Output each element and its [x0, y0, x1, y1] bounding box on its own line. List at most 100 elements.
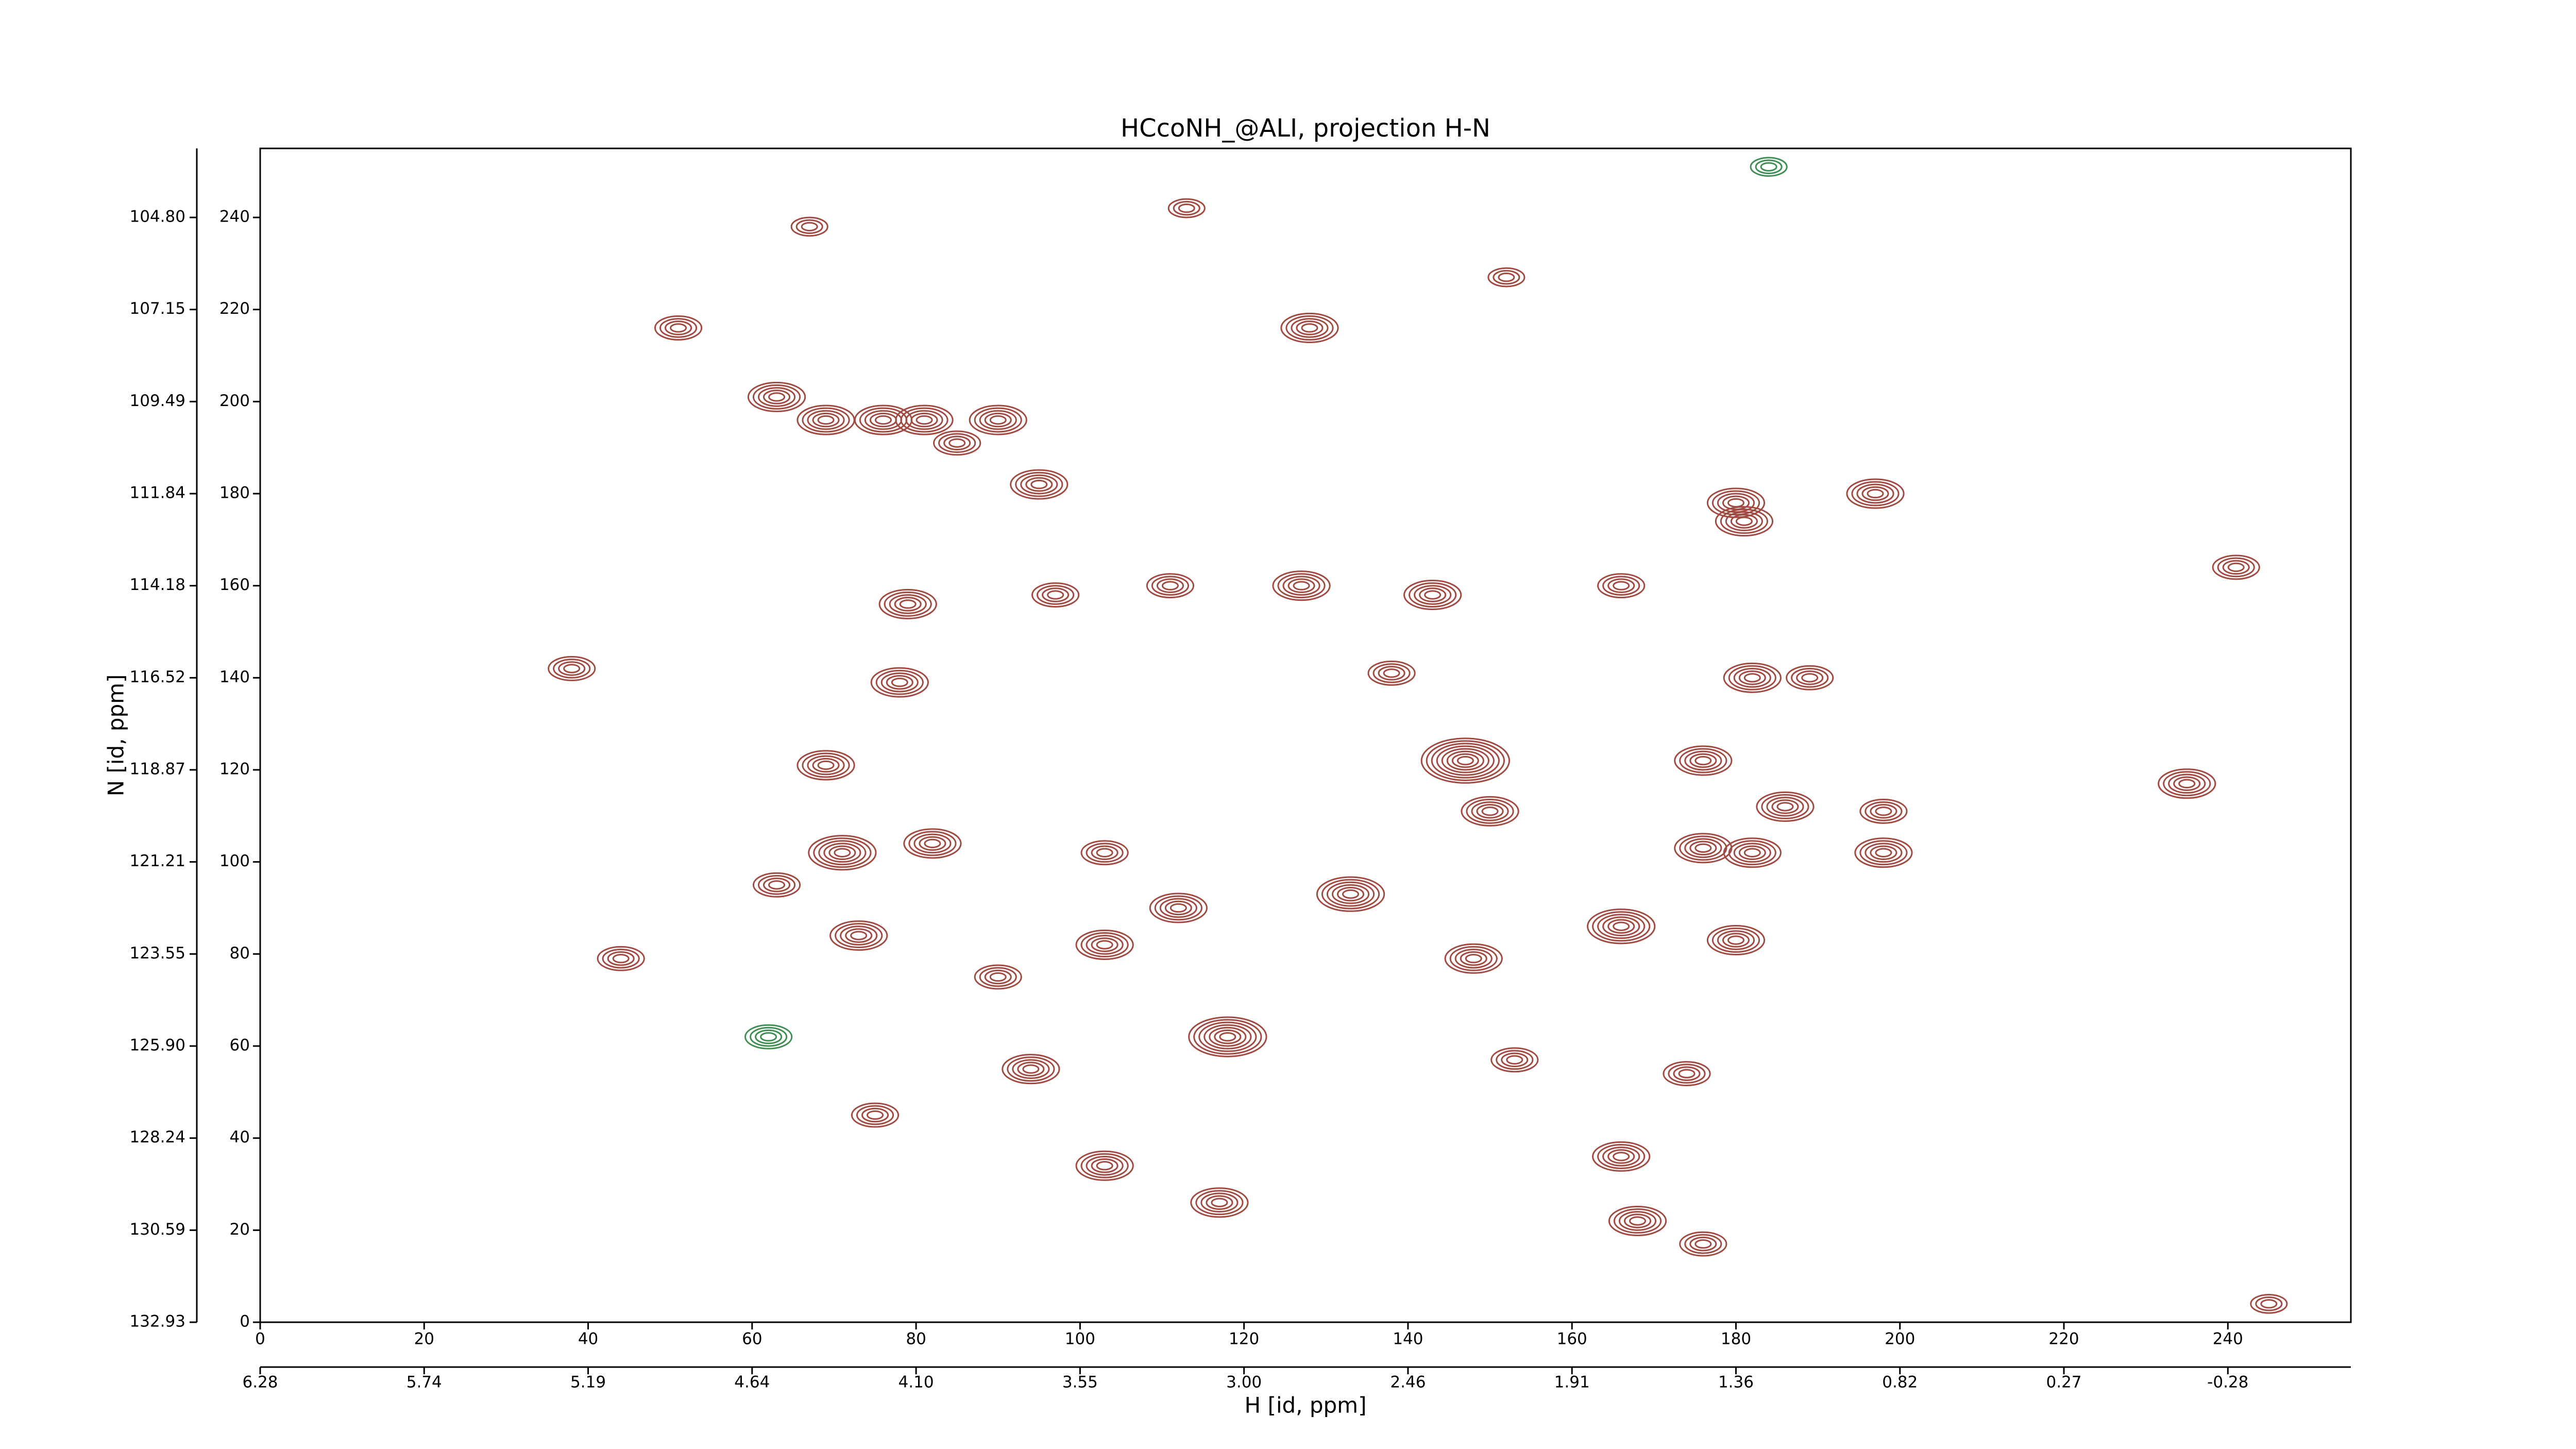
contour-ring [2250, 1293, 2288, 1314]
contour-ring [1711, 490, 1760, 516]
contour-ring [834, 848, 851, 857]
contour-ring [1755, 159, 1783, 174]
contour-ring [563, 664, 581, 673]
contour-ring [861, 1107, 889, 1123]
x2-tick-label: 1.36 [1718, 1373, 1754, 1392]
contour-ring [1613, 1208, 1662, 1234]
y2-tick-label: 107.15 [130, 299, 185, 318]
contour-ring [974, 964, 1022, 990]
contour-ring [1735, 516, 1753, 526]
x2-tick-label: 3.00 [1226, 1373, 1262, 1392]
contour-ring [1496, 1050, 1534, 1070]
contour-ring [1679, 835, 1727, 861]
contour-ring [812, 412, 840, 428]
contour-ring [1613, 1152, 1630, 1161]
x2-tick-label: 6.28 [242, 1373, 278, 1392]
contour-ring [817, 415, 835, 425]
contour-ring [1372, 663, 1411, 683]
contour-ring [1689, 1236, 1717, 1252]
contour-ring [1471, 801, 1509, 821]
contour-ring [1865, 801, 1903, 821]
y2-tick-label: 128.24 [130, 1128, 185, 1147]
contour-ring [2163, 771, 2211, 797]
contour-ring [1717, 930, 1755, 950]
contour-ring [1454, 948, 1493, 969]
contour-ring [1167, 198, 1206, 218]
contour-ring [933, 430, 981, 456]
contour-ring [1301, 323, 1318, 333]
contour-ring [1870, 845, 1897, 861]
contour-ring [2227, 562, 2245, 572]
x-axis-label: H [id, ppm] [1245, 1393, 1367, 1418]
contour-ring [1080, 1153, 1129, 1178]
contour-ring [851, 1102, 900, 1128]
contour-ring [1291, 318, 1329, 338]
x-tick-label: 120 [1229, 1330, 1259, 1349]
contour-ring [602, 948, 640, 969]
contour-ring [1720, 509, 1768, 534]
contour-ring [1851, 481, 1900, 507]
contour-ring [818, 840, 867, 866]
contour-ring [1618, 1211, 1657, 1231]
contour-ring [768, 880, 786, 890]
contour-ring [1791, 668, 1829, 688]
contour-ring [750, 1026, 788, 1047]
contour-ring [1154, 895, 1202, 921]
contour-ring [1091, 937, 1118, 952]
y-tick-label: 120 [219, 760, 250, 779]
contour-ring [908, 831, 957, 856]
contour-ring [866, 1110, 884, 1120]
contour-ring [910, 412, 938, 428]
contour-ring [1336, 886, 1365, 902]
contour-ring [1285, 315, 1334, 341]
contour-ring [548, 656, 596, 681]
contour-ring [802, 752, 850, 778]
contour-ring [859, 407, 908, 433]
x2-tick-label: 3.55 [1062, 1373, 1098, 1392]
y2-tick-label: 130.59 [130, 1220, 185, 1239]
contour-ring [1010, 469, 1069, 500]
contour-ring [1776, 802, 1794, 812]
contour-ring [1674, 833, 1733, 864]
chart-title: HCcoNH_@ALI, projection H-N [1121, 114, 1490, 143]
contour-ring [1733, 668, 1771, 688]
contour-ring [1316, 876, 1385, 912]
contour-ring [1204, 1024, 1252, 1050]
contour-ring [1476, 804, 1504, 819]
x-tick-label: 60 [742, 1330, 762, 1349]
y2-tick-label: 111.84 [130, 484, 185, 502]
contour-ring [1017, 1062, 1045, 1076]
contour-ring [1663, 1061, 1711, 1087]
contour-ring [1738, 845, 1766, 861]
contour-ring [1875, 806, 1892, 816]
contour-ring [1602, 1147, 1640, 1167]
contour-ring [1195, 1190, 1244, 1216]
contour-ring [1597, 914, 1646, 939]
contour-ring [1206, 1195, 1233, 1210]
contour-ring [1717, 493, 1755, 513]
y-tick-label: 100 [219, 852, 250, 870]
contour-ring [744, 1024, 793, 1050]
contour-ring [1679, 748, 1727, 773]
contour-ring [654, 315, 703, 341]
contour-ring [1711, 928, 1760, 953]
contour-ring [1280, 312, 1339, 343]
contour-ring [1449, 946, 1498, 971]
contour-ring [948, 438, 966, 448]
contour-ring [612, 954, 630, 964]
contour-ring [924, 838, 941, 849]
contour-ring [665, 321, 692, 335]
contour-ring [1219, 1032, 1236, 1042]
x2-tick-label: 4.64 [734, 1373, 770, 1392]
contour-ring [763, 878, 791, 892]
contour-ring [1592, 911, 1651, 942]
contour-ring [2255, 1296, 2283, 1311]
contour-ring [763, 390, 791, 405]
contour-ring [875, 669, 924, 695]
contour-ring [1164, 900, 1192, 916]
contour-ring [1451, 753, 1479, 768]
contour-ring [747, 381, 806, 412]
contour-ring [1766, 797, 1804, 817]
contour-ring [1151, 576, 1190, 596]
contour-ring [889, 594, 927, 614]
